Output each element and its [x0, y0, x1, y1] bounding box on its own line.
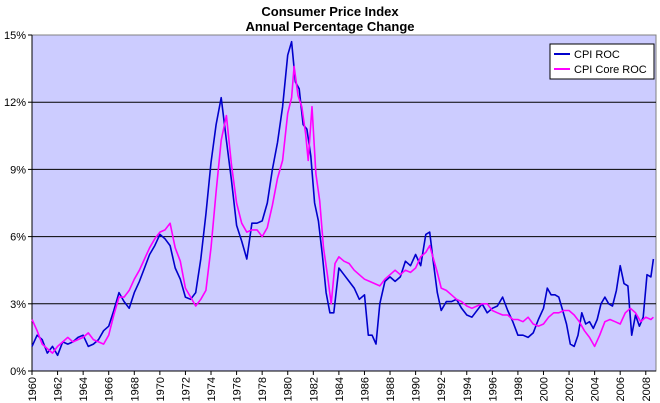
x-tick-label: 1964	[78, 377, 90, 401]
x-tick-label: 1968	[129, 377, 141, 401]
y-tick-label: 12%	[4, 97, 26, 109]
x-tick-label: 1986	[359, 377, 371, 401]
x-tick-label: 1992	[436, 377, 448, 401]
series-line	[31, 65, 654, 354]
y-tick-label: 3%	[10, 299, 26, 311]
y-tick-label: 15%	[4, 30, 26, 42]
chart-subtitle: Annual Percentage Change	[245, 19, 415, 34]
legend-label: CPI ROC	[574, 49, 620, 61]
x-tick-label: 2006	[615, 377, 627, 401]
x-tick-label: 1970	[155, 377, 167, 401]
x-tick-label: 2004	[590, 377, 602, 401]
plot-area	[31, 34, 657, 372]
x-tick-label: 1978	[257, 377, 269, 401]
x-tick-label: 2000	[538, 377, 550, 401]
x-tick-label: 2002	[564, 377, 576, 401]
y-tick-label: 6%	[10, 232, 26, 244]
x-tick-label: 1982	[308, 377, 320, 401]
x-tick-label: 1980	[283, 377, 295, 401]
x-tick-label: 1994	[462, 377, 474, 401]
x-tick-label: 1990	[411, 377, 423, 401]
y-tick-label: 0%	[10, 366, 26, 378]
x-tick-label: 1966	[104, 377, 116, 401]
y-tick-label: 9%	[10, 164, 26, 176]
x-tick-label: 1960	[27, 377, 39, 401]
x-tick-label: 1972	[180, 377, 192, 401]
x-tick-label: 1996	[487, 377, 499, 401]
x-tick-label: 1984	[334, 377, 346, 401]
x-tick-label: 1988	[385, 377, 397, 401]
x-tick-label: 1962	[53, 377, 65, 401]
x-tick-label: 1974	[206, 377, 218, 401]
x-tick-label: 2008	[641, 377, 653, 401]
legend-label: CPI Core ROC	[574, 64, 647, 76]
series-line	[31, 40, 655, 357]
x-tick-label: 1976	[232, 377, 244, 401]
x-tick-label: 1998	[513, 377, 525, 401]
legend	[549, 43, 655, 80]
chart-title: Consumer Price Index	[261, 4, 399, 19]
